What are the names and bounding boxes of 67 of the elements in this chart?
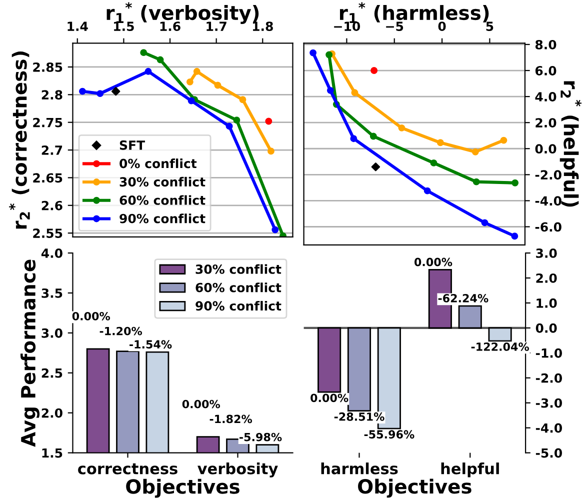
x-axis-title: Objectives bbox=[126, 478, 240, 498]
annotation: -1.20% bbox=[100, 326, 142, 336]
x-tick-label: harmless bbox=[321, 462, 398, 474]
y-tick-label: -6.0 bbox=[535, 222, 562, 232]
y-tick-label: 2.0 bbox=[42, 408, 62, 418]
legend-label: 60% conflict bbox=[196, 282, 282, 292]
x-axis-title: Objectives bbox=[358, 478, 472, 498]
legend-label: 30% conflict bbox=[196, 264, 282, 274]
y-tick-label: -4.0 bbox=[536, 423, 562, 433]
x-tick-label: 1.7 bbox=[206, 22, 226, 31]
y-tick-label: 0.0 bbox=[535, 144, 556, 154]
y-tick-label: 1.5 bbox=[42, 448, 62, 458]
x-tick-label: 5 bbox=[486, 22, 494, 32]
x-tick-label: 1.6 bbox=[160, 22, 180, 32]
annotation: -1.82% bbox=[210, 414, 252, 424]
y-tick-label: -4.0 bbox=[535, 196, 562, 206]
y-tick-label: 3.0 bbox=[536, 248, 557, 258]
annotation: 0.00% bbox=[414, 258, 452, 266]
y-tick-label: 4.0 bbox=[535, 92, 556, 102]
y-tick-label: 2.75 bbox=[33, 118, 62, 128]
y-tick-label: 3.5 bbox=[42, 288, 62, 298]
x-tick-label: verbosity bbox=[198, 462, 278, 478]
y-tick-label: 2.7 bbox=[42, 145, 62, 155]
legend-label: 90% conflict bbox=[120, 214, 206, 224]
annotation: -5.98% bbox=[240, 432, 282, 442]
y-tick-label: 2.65 bbox=[33, 173, 62, 183]
legend-label: 60% conflict bbox=[120, 195, 206, 205]
x-tick-label: helpful bbox=[441, 462, 499, 478]
y-tick-label: 6.0 bbox=[535, 66, 556, 76]
legend-label: 90% conflict bbox=[196, 300, 282, 311]
annotation: -28.51% bbox=[334, 412, 384, 421]
annotation: -62.24% bbox=[438, 294, 488, 302]
legend-label: 0% conflict bbox=[120, 158, 197, 168]
y-tick-label: 4.0 bbox=[41, 248, 62, 258]
x-tick-label: 1.8 bbox=[252, 22, 273, 32]
annotation: -55.96% bbox=[364, 430, 414, 439]
x-tick-label: correctness bbox=[78, 463, 178, 474]
y-tick-label: -5.0 bbox=[536, 448, 562, 458]
y-axis-title: Avg Performance bbox=[20, 260, 40, 447]
annotation: 0.00% bbox=[182, 400, 220, 408]
annotation: 0.00% bbox=[72, 312, 110, 320]
y-tick-label: -3.0 bbox=[536, 398, 562, 408]
x-tick-label: −5 bbox=[386, 22, 404, 32]
y-tick-label: 3.0 bbox=[42, 328, 62, 338]
y-tick-label: 2.5 bbox=[42, 368, 62, 378]
y-axis-title: r$_{2}$$^{*}$ (helpful) bbox=[560, 81, 582, 207]
y-tick-label: 0.0 bbox=[536, 323, 557, 333]
y-tick-label: -2.0 bbox=[535, 170, 562, 180]
y-tick-label: 2.8 bbox=[42, 90, 62, 100]
x-tick-label: −10 bbox=[334, 22, 360, 32]
y-tick-label: 2.0 bbox=[536, 273, 557, 283]
annotation: -1.54% bbox=[130, 340, 172, 349]
legend-label: 30% conflict bbox=[120, 176, 206, 187]
annotation: -122.04% bbox=[471, 342, 530, 351]
y-tick-label: 1.0 bbox=[536, 298, 557, 308]
x-tick-label: 1.4 bbox=[68, 22, 88, 31]
annotation: 0.00% bbox=[310, 394, 348, 402]
y-tick-label: 2.85 bbox=[33, 62, 62, 72]
y-tick-label: -1.0 bbox=[536, 348, 562, 358]
y-axis-title: r$_{2}$$^{*}$ (correctness) bbox=[9, 52, 30, 229]
x-tick-label: 0 bbox=[438, 22, 446, 32]
legend-label: SFT bbox=[120, 140, 145, 150]
y-tick-label: 2.6 bbox=[42, 200, 62, 210]
y-tick-label: 2.0 bbox=[536, 118, 556, 128]
y-tick-label: 8.0 bbox=[535, 40, 556, 50]
y-tick-label: 2.55 bbox=[33, 228, 62, 238]
y-tick-label: -2.0 bbox=[536, 373, 562, 383]
